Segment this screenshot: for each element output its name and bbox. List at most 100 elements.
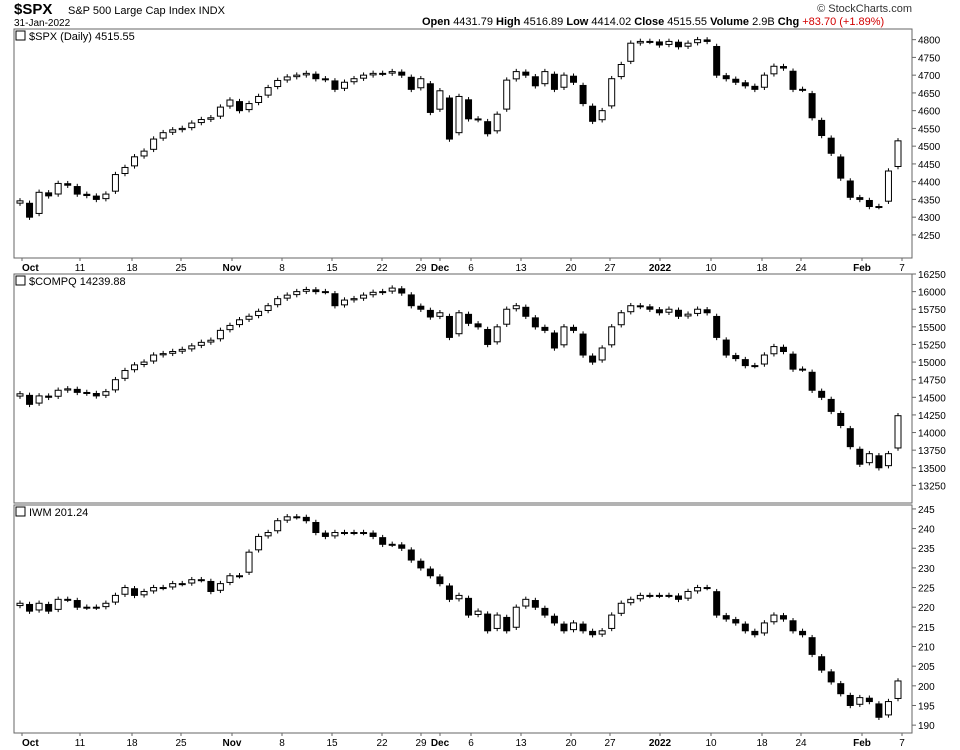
candle <box>102 191 110 202</box>
candle <box>703 584 711 591</box>
candle <box>684 40 692 49</box>
candle-body <box>26 603 34 612</box>
candle-body <box>522 71 530 76</box>
x-tick-label: 15 <box>326 263 338 274</box>
candle-body <box>255 535 263 551</box>
y-tick-label: 220 <box>918 603 935 614</box>
x-tick-label: 25 <box>175 738 187 749</box>
candle-body <box>245 103 253 111</box>
x-tick-label: 10 <box>705 263 717 274</box>
candle-body <box>111 174 119 192</box>
candle-body <box>503 616 511 632</box>
y-tick-label: 4650 <box>918 89 941 100</box>
candle-body <box>255 310 263 317</box>
candle-body <box>713 45 721 76</box>
low-label: Low <box>566 16 589 28</box>
x-tick-label: 10 <box>705 738 717 749</box>
candle-body <box>417 560 425 569</box>
candle <box>655 592 663 599</box>
candle <box>722 337 730 358</box>
candle <box>92 193 100 203</box>
candle-body <box>531 76 539 87</box>
candle <box>522 69 530 78</box>
candle-body <box>35 602 43 611</box>
candle-body <box>16 393 24 397</box>
candle-body <box>283 294 291 299</box>
candle-body <box>684 590 692 599</box>
candle-body <box>312 521 320 534</box>
candle <box>512 68 520 82</box>
candle <box>713 588 721 618</box>
y-tick-label: 15750 <box>918 305 946 316</box>
candle-body <box>598 630 606 635</box>
x-tick-label: 7 <box>899 263 905 274</box>
y-tick-label: 15250 <box>918 340 946 351</box>
volume-label: Volume <box>710 16 750 28</box>
candle <box>360 292 368 301</box>
chg-value: +83.70 (+1.89%) <box>802 16 885 28</box>
candle <box>64 596 72 603</box>
candle-body <box>865 697 873 703</box>
candle-body <box>102 602 110 608</box>
x-tick-label: 8 <box>279 263 285 274</box>
y-tick-label: 235 <box>918 544 935 555</box>
low-value: 4414.02 <box>591 16 632 28</box>
candle-body <box>827 137 835 154</box>
candle-body <box>360 294 368 299</box>
candle <box>627 302 635 315</box>
y-tick-label: 4500 <box>918 142 941 153</box>
x-tick-label: 13 <box>515 263 527 274</box>
candle-body <box>388 543 396 546</box>
x-tick-label: Feb <box>853 738 871 749</box>
candle <box>550 613 558 626</box>
candle <box>340 529 348 536</box>
candle <box>197 339 205 349</box>
candle-body <box>732 78 740 83</box>
candle-body <box>875 206 883 209</box>
candle-body <box>73 186 81 195</box>
candle-body <box>894 680 902 699</box>
candle <box>188 576 196 586</box>
candle <box>760 72 768 90</box>
candle <box>45 601 53 614</box>
plot-frame <box>13 504 913 734</box>
candle <box>579 82 587 107</box>
x-tick-label: 24 <box>795 738 807 749</box>
candle <box>16 391 24 399</box>
candle <box>846 178 854 201</box>
candle-body <box>83 193 91 197</box>
candle <box>35 393 43 406</box>
candle-body <box>732 355 740 360</box>
candle-body <box>407 76 415 90</box>
candle <box>16 198 24 206</box>
candle <box>111 376 119 393</box>
candle-body <box>169 351 177 354</box>
x-tick-label: 18 <box>756 263 768 274</box>
candle-body <box>741 359 749 367</box>
candle <box>665 592 673 599</box>
candle <box>884 168 892 204</box>
candle-body <box>474 118 482 121</box>
y-tick-label: 13500 <box>918 464 946 475</box>
y-tick-label: 4300 <box>918 213 941 224</box>
candle <box>121 164 129 177</box>
candle <box>722 72 730 82</box>
candle-body <box>589 355 597 363</box>
candle <box>732 352 740 362</box>
candle <box>73 183 81 197</box>
candle-body <box>312 73 320 80</box>
candle <box>665 306 673 315</box>
candle <box>856 446 864 467</box>
candle <box>73 597 81 610</box>
x-tick-label: 18 <box>126 738 138 749</box>
candle <box>856 694 864 708</box>
candle-body <box>827 671 835 683</box>
candle <box>264 302 272 314</box>
candle-body <box>178 583 186 586</box>
candle-body <box>54 598 62 610</box>
volume-value: 2.9B <box>752 16 775 28</box>
candle-body <box>331 293 339 307</box>
candle-body <box>398 71 406 76</box>
candle-body <box>379 537 387 545</box>
candle-body <box>770 614 778 623</box>
